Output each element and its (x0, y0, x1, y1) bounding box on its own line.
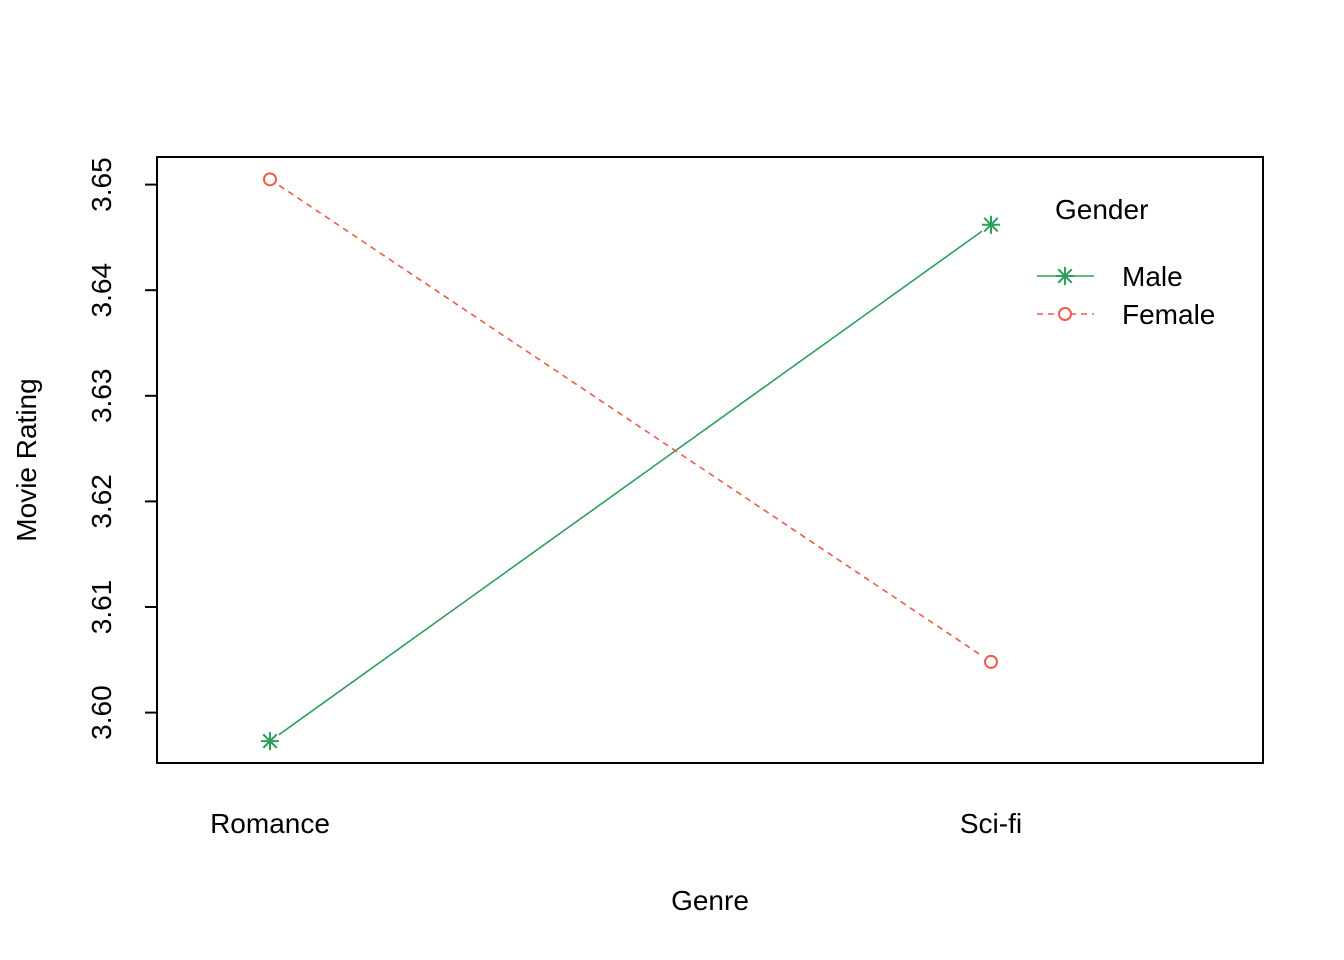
legend-label: Female (1122, 299, 1215, 330)
series-line-female (278, 184, 983, 657)
plot-frame (156, 156, 1264, 764)
circle-marker (263, 172, 277, 187)
series-male (261, 215, 1000, 751)
y-tick-label: 3.63 (86, 369, 117, 424)
y-tick-label: 3.62 (86, 474, 117, 529)
circle-marker (984, 654, 998, 669)
asterisk-marker (982, 215, 1000, 234)
y-tick-label: 3.65 (86, 157, 117, 212)
legend-items: Male Female (1037, 261, 1215, 330)
asterisk-marker (261, 732, 279, 751)
y-tick-label: 3.60 (86, 685, 117, 740)
series-line-male (278, 230, 983, 736)
series-female (263, 172, 998, 669)
y-axis: 3.60 3.61 3.62 3.63 3.64 3.65 (86, 157, 158, 740)
asterisk-marker (1056, 267, 1074, 285)
x-tick-label: Romance (210, 808, 330, 839)
legend: Gender Male Female (1037, 194, 1215, 330)
y-tick-label: 3.64 (86, 263, 117, 318)
series-layer (261, 172, 1000, 751)
x-axis-label: Genre (671, 885, 749, 916)
y-axis-label: Movie Rating (11, 378, 42, 541)
legend-item-male: Male (1037, 261, 1183, 292)
legend-item-female: Female (1037, 299, 1215, 330)
legend-label: Male (1122, 261, 1183, 292)
y-tick-label: 3.61 (86, 580, 117, 635)
legend-title: Gender (1055, 194, 1148, 225)
x-tick-label: Sci-fi (960, 808, 1022, 839)
circle-marker (1058, 307, 1072, 321)
x-axis: Romance Sci-fi (210, 808, 1022, 839)
